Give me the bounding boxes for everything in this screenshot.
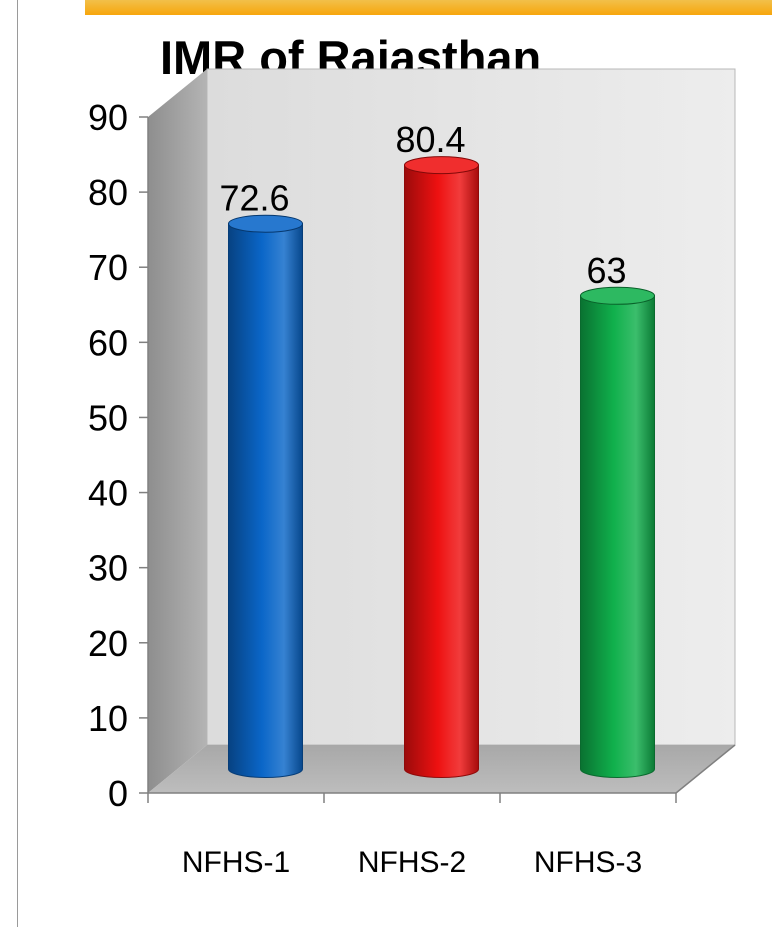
bars [228,156,655,778]
y-tick-label: 30 [88,548,128,589]
floor-edge-line [675,744,736,794]
y-tick-label: 0 [108,773,128,814]
x-tick-label: NFHS-3 [534,846,642,879]
data-label: 80.4 [395,119,465,160]
data-label: 72.6 [219,178,289,219]
bar-nfhs-3 [580,295,655,778]
bar-top-nfhs-3 [580,286,655,305]
y-tick-label: 20 [88,623,128,664]
bar-top-nfhs-1 [228,214,303,233]
left-border-line [17,0,18,927]
side-wall-panel [148,69,207,793]
side-wall [148,69,207,793]
top-accent-band [85,0,772,15]
bar-nfhs-1 [228,223,303,778]
y-tick-label: 10 [88,698,128,739]
y-tick-label: 60 [88,322,128,363]
x-axis-ticks: NFHS-1 NFHS-2 NFHS-3 [147,793,677,879]
bar-top-nfhs-2 [404,156,479,175]
y-tick-label: 70 [88,247,128,288]
y-axis-ticks: 0 10 20 30 40 50 60 70 80 90 [88,97,148,814]
x-tick-label: NFHS-2 [358,846,466,879]
y-tick-label: 80 [88,172,128,213]
y-tick-label: 40 [88,473,128,514]
data-label: 63 [586,250,626,291]
bar-nfhs-2 [404,164,479,778]
axes [147,117,736,794]
data-labels: 72.6 80.4 63 [219,119,626,291]
y-tick-label: 50 [88,397,128,438]
y-tick-label: 90 [88,97,128,138]
x-tick-label: NFHS-1 [182,846,290,879]
